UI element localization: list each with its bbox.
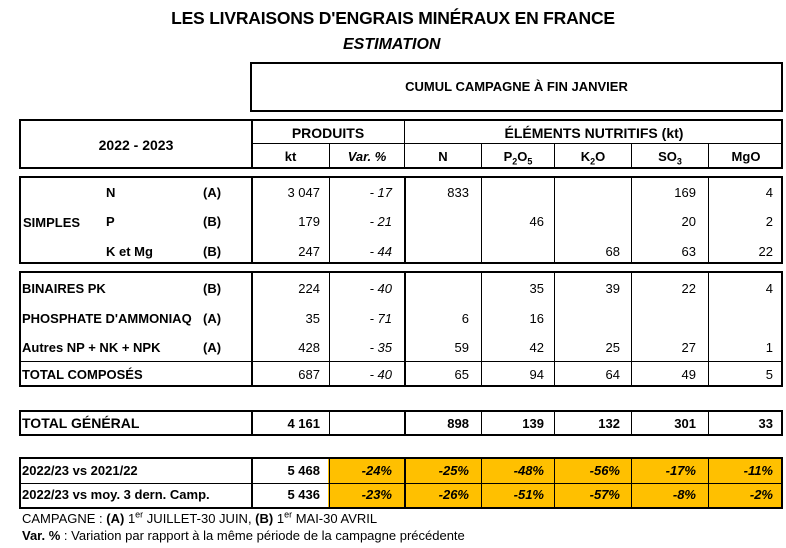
simples-row-code: (A) xyxy=(203,185,222,200)
simples-row-code: (B) xyxy=(203,244,222,259)
table-header-box: 2022 - 2023 PRODUITS ÉLÉMENTS NUTRITIFS … xyxy=(19,119,783,169)
simples-cell-n: 833 xyxy=(447,185,469,200)
total-general-n: 898 xyxy=(447,416,469,431)
simples-cell-so3: 63 xyxy=(681,244,696,259)
composes-cell-so3: 27 xyxy=(681,340,696,355)
composes-cell-k: 64 xyxy=(605,367,620,382)
var-header: Var. % xyxy=(347,149,387,164)
comparison-cell-so3: -17% xyxy=(665,463,696,478)
composes-cell-kt: 224 xyxy=(298,281,320,296)
composes-row-name: Autres NP + NK + NPK xyxy=(22,340,161,355)
comparison-cell-p: -51% xyxy=(513,487,544,502)
page-title: LES LIVRAISONS D'ENGRAIS MINÉRAUX EN FRA… xyxy=(171,8,615,28)
total-general-k2o: 132 xyxy=(598,416,620,431)
composes-cell-var: - 40 xyxy=(369,367,392,382)
comparison-cell-var: -24% xyxy=(361,463,392,478)
comparison-cell-k: -56% xyxy=(589,463,620,478)
simples-cell-kt: 247 xyxy=(298,244,320,259)
composes-cell-mgo: 1 xyxy=(765,340,773,355)
simples-cell-p: 46 xyxy=(529,214,544,229)
period-header-box: CUMUL CAMPAGNE À FIN JANVIER xyxy=(250,62,783,112)
composes-row-name: BINAIRES PK xyxy=(22,281,106,296)
simples-cell-so3: 169 xyxy=(674,185,696,200)
comparison-cell-mgo: -2% xyxy=(749,487,773,502)
total-general-row xyxy=(19,410,783,436)
footnote-var: Var. % : Variation par rapport à la même… xyxy=(22,528,465,543)
p2o5-header: P2O5 xyxy=(503,149,533,167)
simples-row-code: (B) xyxy=(203,214,222,229)
simples-cell-var: - 17 xyxy=(369,185,392,200)
simples-cell-kt: 179 xyxy=(298,214,320,229)
simples-cell-mgo: 22 xyxy=(758,244,773,259)
total-general-mgo: 33 xyxy=(758,416,773,431)
footnote-campagne: CAMPAGNE : (A) 1er JUILLET-30 JUIN, (B) … xyxy=(22,509,378,526)
simples-cell-var: - 21 xyxy=(369,214,392,229)
comparison-cell-var: -23% xyxy=(361,487,392,502)
composes-row-name: PHOSPHATE D'AMMONIAQ xyxy=(22,311,192,326)
comparison-row-name: 2022/23 vs 2021/22 xyxy=(22,463,138,478)
composes-row-name: TOTAL COMPOSÉS xyxy=(22,367,143,382)
composes-row-code: (A) xyxy=(203,340,222,355)
composes-cell-n: 59 xyxy=(454,340,469,355)
comparison-cell-p: -48% xyxy=(513,463,544,478)
composes-cell-mgo: 5 xyxy=(765,367,773,382)
comparison-cell-so3: -8% xyxy=(672,487,696,502)
composes-row-code: (B) xyxy=(203,281,222,296)
total-general-p2o5: 139 xyxy=(522,416,544,431)
simples-cell-mgo: 2 xyxy=(765,214,773,229)
total-general-label: TOTAL GÉNÉRAL xyxy=(22,415,140,431)
comparison-cell-kt: 5 468 xyxy=(287,463,320,478)
season-label: 2022 - 2023 xyxy=(98,137,174,153)
composes-row-code: (A) xyxy=(203,311,222,326)
total-general-kt: 4 161 xyxy=(287,416,320,431)
composes-cell-p: 94 xyxy=(529,367,544,382)
composes-cell-var: - 71 xyxy=(369,311,392,326)
composes-cell-p: 16 xyxy=(529,311,544,326)
k2o-header: K2O xyxy=(580,149,606,167)
mgo-header: MgO xyxy=(731,149,761,164)
comparison-row-name: 2022/23 vs moy. 3 dern. Camp. xyxy=(22,487,210,502)
composes-cell-p: 42 xyxy=(529,340,544,355)
composes-cell-kt: 35 xyxy=(305,311,320,326)
composes-cell-n: 6 xyxy=(461,311,469,326)
composes-cell-n: 65 xyxy=(454,367,469,382)
composes-section xyxy=(19,271,783,387)
comparison-cell-mgo: -11% xyxy=(743,463,773,478)
simples-cell-mgo: 4 xyxy=(765,185,773,200)
simples-cell-kt: 3 047 xyxy=(287,185,320,200)
composes-cell-k: 39 xyxy=(605,281,620,296)
n-header: N xyxy=(438,149,448,164)
simples-row-name: K et Mg xyxy=(106,244,153,259)
period-header: CUMUL CAMPAGNE À FIN JANVIER xyxy=(405,79,628,94)
composes-cell-var: - 35 xyxy=(369,340,392,355)
composes-cell-so3: 49 xyxy=(681,367,696,382)
so3-header: SO3 xyxy=(658,149,682,167)
composes-cell-kt: 428 xyxy=(298,340,320,355)
simples-row-name: P xyxy=(106,214,115,229)
comparison-cell-n: -26% xyxy=(438,487,469,502)
page-subtitle: ESTIMATION xyxy=(343,36,441,53)
elements-header: ÉLÉMENTS NUTRITIFS (kt) xyxy=(504,125,684,141)
comparison-cell-kt: 5 436 xyxy=(287,487,320,502)
simples-cell-k: 68 xyxy=(605,244,620,259)
simples-label: SIMPLES xyxy=(23,215,81,230)
composes-cell-var: - 40 xyxy=(369,281,392,296)
composes-cell-so3: 22 xyxy=(681,281,696,296)
composes-cell-p: 35 xyxy=(529,281,544,296)
simples-cell-var: - 44 xyxy=(369,244,392,259)
simples-cell-so3: 20 xyxy=(681,214,696,229)
comparison-cell-n: -25% xyxy=(438,463,469,478)
comparison-section xyxy=(19,457,783,509)
composes-cell-kt: 687 xyxy=(298,367,320,382)
simples-row-name: N xyxy=(106,185,116,200)
composes-cell-mgo: 4 xyxy=(765,281,773,296)
composes-cell-k: 25 xyxy=(605,340,620,355)
produits-header: PRODUITS xyxy=(291,125,365,141)
simples-section: SIMPLES xyxy=(19,176,783,264)
comparison-cell-k: -57% xyxy=(589,487,620,502)
kt-header: kt xyxy=(284,149,297,164)
total-general-so3: 301 xyxy=(674,416,696,431)
